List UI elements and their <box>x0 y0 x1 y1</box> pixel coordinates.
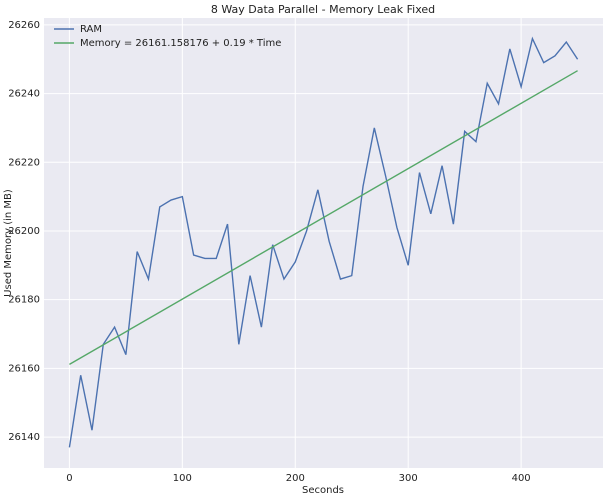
x-tick-label: 400 <box>512 473 531 484</box>
marks <box>68 36 579 448</box>
grid <box>44 18 603 468</box>
x-tick-label: 0 <box>66 473 72 484</box>
data-line <box>68 36 579 448</box>
x-tick-label: 100 <box>173 473 192 484</box>
x-tick-label: 200 <box>286 473 305 484</box>
y-tick-label: 26160 <box>8 363 40 374</box>
y-tick-label: 26220 <box>8 157 40 168</box>
y-tick-label: 26240 <box>8 89 40 100</box>
x-axis-label: Seconds <box>302 485 344 496</box>
y-tick-label: 26180 <box>8 295 40 306</box>
legend: RAM Memory = 26161.158176 + 0.19 * Time <box>54 24 281 49</box>
y-tick-label: 26200 <box>8 226 40 237</box>
legend-label: RAM <box>80 24 102 35</box>
y-tick-label: 26140 <box>8 432 40 443</box>
y-tick-label: 26260 <box>8 20 40 31</box>
chart-title: 8 Way Data Parallel - Memory Leak Fixed <box>211 3 435 16</box>
x-tick-label: 300 <box>399 473 418 484</box>
y-axis-label: Used Memory (in MB) <box>3 189 14 297</box>
data-line <box>69 70 578 366</box>
plot-area <box>44 18 603 468</box>
legend-label: Memory = 26161.158176 + 0.19 * Time <box>80 38 281 49</box>
